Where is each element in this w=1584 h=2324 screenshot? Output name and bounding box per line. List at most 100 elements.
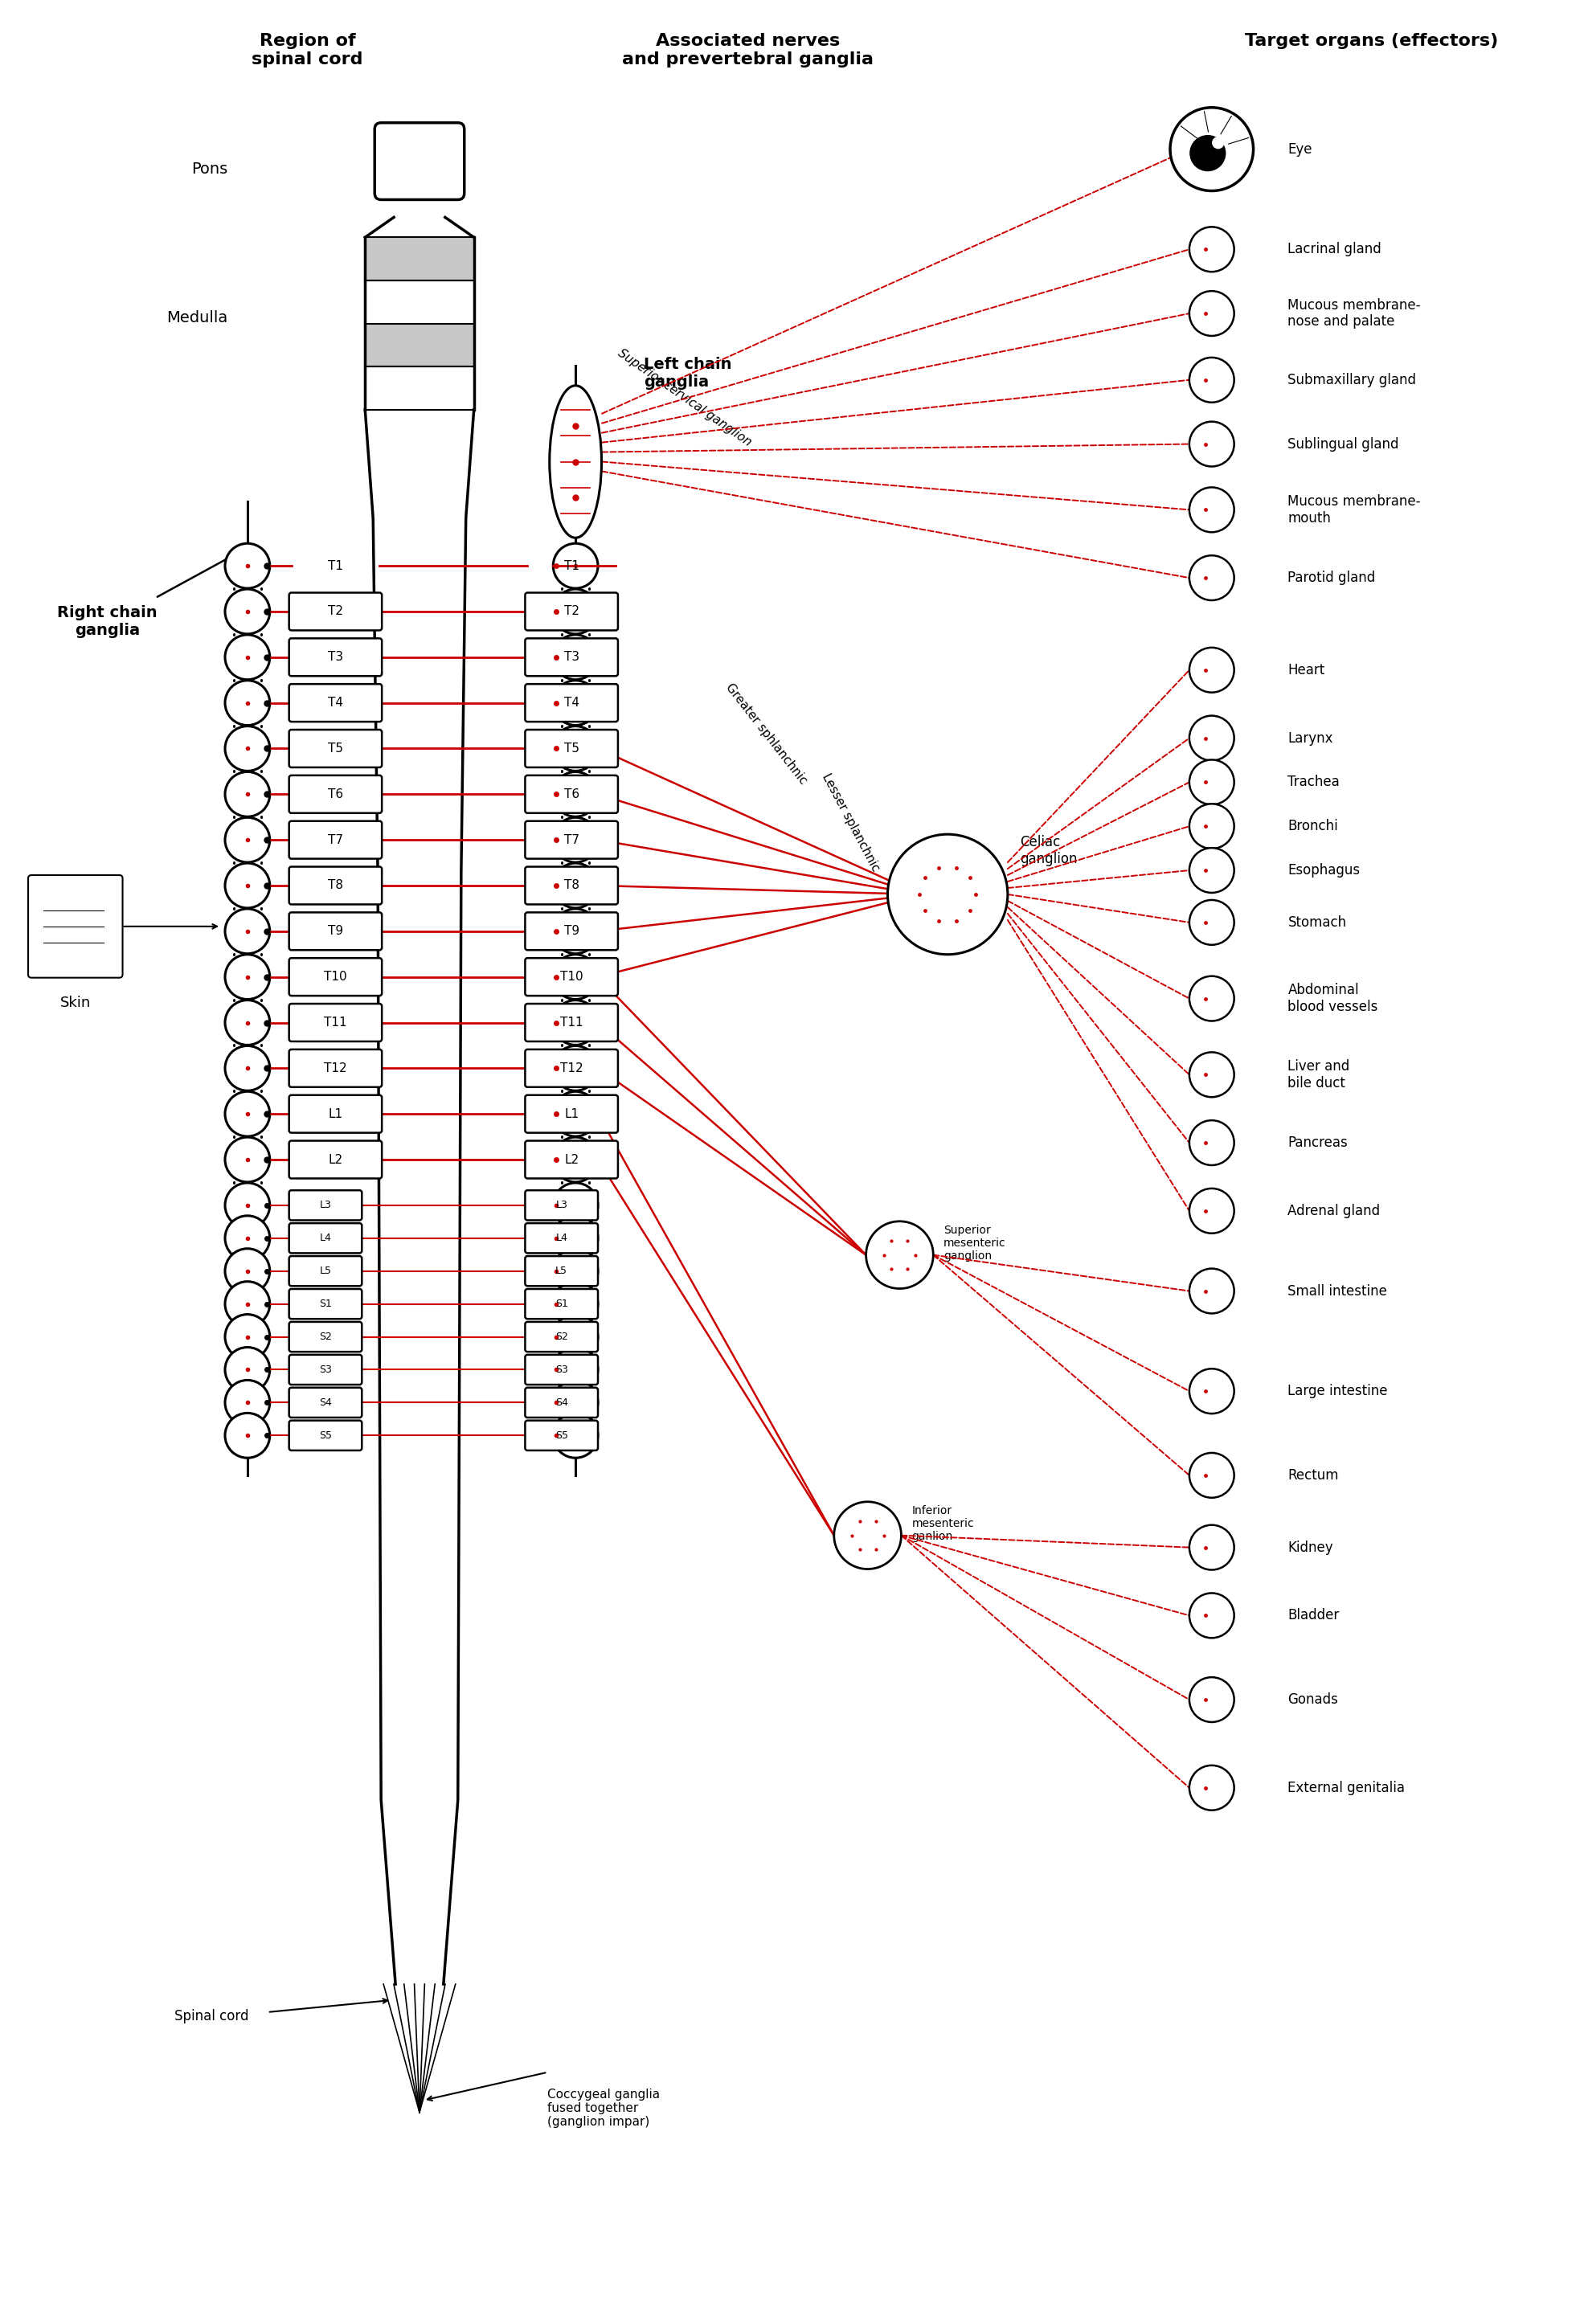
Circle shape bbox=[225, 1136, 269, 1183]
Text: T10: T10 bbox=[325, 971, 347, 983]
Text: T7: T7 bbox=[564, 834, 580, 846]
Circle shape bbox=[225, 955, 269, 999]
Circle shape bbox=[1190, 421, 1234, 467]
Circle shape bbox=[225, 818, 269, 862]
Text: T2: T2 bbox=[328, 607, 344, 618]
FancyBboxPatch shape bbox=[526, 1420, 597, 1450]
Text: T1: T1 bbox=[564, 560, 580, 572]
Circle shape bbox=[225, 544, 269, 588]
Polygon shape bbox=[364, 323, 474, 367]
Text: Eye: Eye bbox=[1288, 142, 1312, 156]
Circle shape bbox=[553, 544, 597, 588]
Circle shape bbox=[553, 818, 597, 862]
Circle shape bbox=[553, 1183, 597, 1227]
Circle shape bbox=[553, 1348, 597, 1392]
Text: L4: L4 bbox=[556, 1234, 567, 1243]
Text: S4: S4 bbox=[554, 1397, 569, 1408]
Circle shape bbox=[553, 725, 597, 772]
Circle shape bbox=[866, 1222, 933, 1287]
Text: T2: T2 bbox=[564, 607, 580, 618]
FancyBboxPatch shape bbox=[288, 1095, 382, 1132]
FancyBboxPatch shape bbox=[288, 1290, 361, 1320]
Text: Parotid gland: Parotid gland bbox=[1288, 572, 1375, 586]
Text: Esophagus: Esophagus bbox=[1288, 862, 1361, 878]
FancyBboxPatch shape bbox=[375, 123, 464, 200]
Text: S5: S5 bbox=[554, 1429, 569, 1441]
FancyBboxPatch shape bbox=[526, 1004, 618, 1041]
Text: S4: S4 bbox=[318, 1397, 331, 1408]
Text: T12: T12 bbox=[561, 1062, 583, 1074]
Text: Gonads: Gonads bbox=[1288, 1692, 1338, 1706]
Ellipse shape bbox=[550, 386, 602, 537]
Text: Right chain
ganglia: Right chain ganglia bbox=[57, 607, 157, 639]
Text: T9: T9 bbox=[328, 925, 344, 937]
Text: L2: L2 bbox=[328, 1153, 342, 1167]
Text: Pancreas: Pancreas bbox=[1288, 1136, 1348, 1150]
Text: T5: T5 bbox=[328, 741, 344, 755]
Text: External genitalia: External genitalia bbox=[1288, 1780, 1405, 1794]
Text: Superior cervical ganglion: Superior cervical ganglion bbox=[616, 346, 754, 449]
Polygon shape bbox=[382, 130, 458, 216]
Polygon shape bbox=[364, 237, 474, 281]
FancyBboxPatch shape bbox=[526, 1322, 597, 1353]
Circle shape bbox=[553, 1315, 597, 1360]
Text: T3: T3 bbox=[328, 651, 344, 662]
Circle shape bbox=[1212, 137, 1224, 149]
FancyBboxPatch shape bbox=[288, 1190, 361, 1220]
Circle shape bbox=[1190, 228, 1234, 272]
FancyBboxPatch shape bbox=[288, 683, 382, 723]
Text: Greater sphlanchnic: Greater sphlanchnic bbox=[724, 681, 809, 788]
FancyBboxPatch shape bbox=[526, 593, 618, 630]
Text: L2: L2 bbox=[564, 1153, 578, 1167]
Circle shape bbox=[553, 1248, 597, 1294]
Text: L3: L3 bbox=[556, 1199, 567, 1211]
Circle shape bbox=[1190, 804, 1234, 848]
FancyBboxPatch shape bbox=[288, 913, 382, 951]
Text: Submaxillary gland: Submaxillary gland bbox=[1288, 372, 1416, 388]
FancyBboxPatch shape bbox=[288, 1322, 361, 1353]
Circle shape bbox=[553, 1136, 597, 1183]
Text: T8: T8 bbox=[328, 878, 344, 892]
Text: Region of
spinal cord: Region of spinal cord bbox=[252, 33, 363, 67]
Text: T10: T10 bbox=[561, 971, 583, 983]
Text: S2: S2 bbox=[554, 1332, 569, 1341]
Polygon shape bbox=[364, 323, 474, 367]
Circle shape bbox=[225, 772, 269, 816]
Text: Medulla: Medulla bbox=[166, 309, 228, 325]
FancyBboxPatch shape bbox=[288, 820, 382, 860]
Circle shape bbox=[225, 909, 269, 953]
Circle shape bbox=[225, 681, 269, 725]
Text: T5: T5 bbox=[564, 741, 580, 755]
Text: Skin: Skin bbox=[60, 995, 90, 1009]
Text: S1: S1 bbox=[318, 1299, 331, 1308]
Text: Kidney: Kidney bbox=[1288, 1541, 1334, 1555]
Text: T7: T7 bbox=[328, 834, 344, 846]
Text: T12: T12 bbox=[325, 1062, 347, 1074]
Circle shape bbox=[1190, 848, 1234, 892]
FancyBboxPatch shape bbox=[526, 1141, 618, 1178]
Circle shape bbox=[1190, 358, 1234, 402]
Circle shape bbox=[553, 1092, 597, 1136]
Circle shape bbox=[225, 1380, 269, 1425]
Circle shape bbox=[1190, 488, 1234, 532]
Circle shape bbox=[1171, 107, 1253, 191]
Text: L3: L3 bbox=[320, 1199, 331, 1211]
Circle shape bbox=[225, 1046, 269, 1090]
Text: Coccygeal ganglia
fused together
(ganglion impar): Coccygeal ganglia fused together (gangli… bbox=[548, 2089, 661, 2129]
Circle shape bbox=[553, 999, 597, 1046]
Circle shape bbox=[1190, 1452, 1234, 1497]
Circle shape bbox=[1190, 1269, 1234, 1313]
Text: T3: T3 bbox=[564, 651, 580, 662]
FancyBboxPatch shape bbox=[526, 913, 618, 951]
Text: Trachea: Trachea bbox=[1288, 774, 1340, 790]
Circle shape bbox=[1190, 899, 1234, 946]
FancyBboxPatch shape bbox=[526, 1095, 618, 1132]
Circle shape bbox=[1190, 1120, 1234, 1164]
Circle shape bbox=[225, 725, 269, 772]
Circle shape bbox=[1190, 1188, 1234, 1234]
Circle shape bbox=[1190, 1525, 1234, 1569]
Circle shape bbox=[835, 1501, 901, 1569]
FancyBboxPatch shape bbox=[288, 1004, 382, 1041]
Text: Left chain
ganglia: Left chain ganglia bbox=[643, 358, 732, 390]
Circle shape bbox=[1190, 976, 1234, 1020]
